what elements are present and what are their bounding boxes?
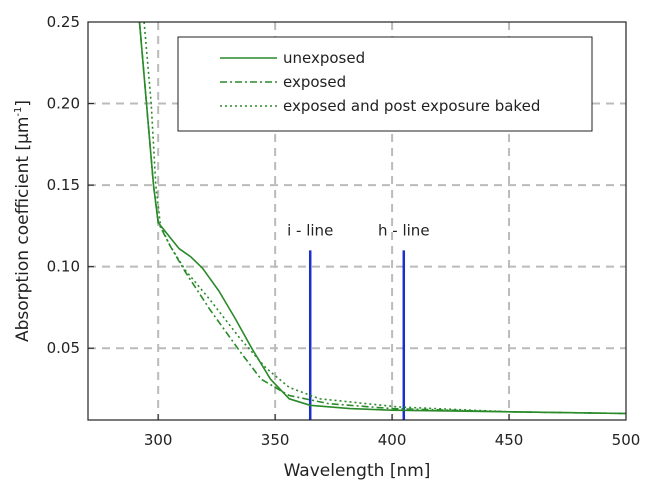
x-tick-label: 300 [144,431,173,449]
legend-label: exposed [283,73,346,91]
series-line-dashdot [138,21,627,415]
x-axis-label: Wavelength [nm] [284,461,431,481]
annotations: i - line h - line [287,221,430,420]
wavelength-marker-label: i - line [287,221,333,239]
legend-box [177,36,593,132]
x-tick-label: 350 [261,431,290,449]
series-line-dotted [143,21,627,415]
legend: unexposed exposed exposed and post exposur… [177,36,593,132]
y-tick-label: 0.10 [47,258,80,276]
legend-label: exposed and post exposure baked [283,97,540,115]
plot-frame [87,21,627,421]
y-tick-label: 0.20 [47,95,80,113]
y-tick-label: 0.05 [47,339,80,357]
x-tick-label: 400 [378,431,407,449]
y-axis: 0.05 0.10 0.15 0.20 0.25 [47,13,94,357]
x-tick-label: 450 [495,431,524,449]
legend-label: unexposed [283,49,365,67]
x-tick-label: 500 [612,431,641,449]
wavelength-marker-label: h - line [378,221,430,239]
y-tick-label: 0.15 [47,176,80,194]
x-axis: 300 350 400 450 500 [144,414,640,449]
y-axis-label: Absorption coefficient [µm-1] [13,100,33,342]
y-tick-label: 0.25 [47,13,80,31]
series-group [138,21,627,415]
